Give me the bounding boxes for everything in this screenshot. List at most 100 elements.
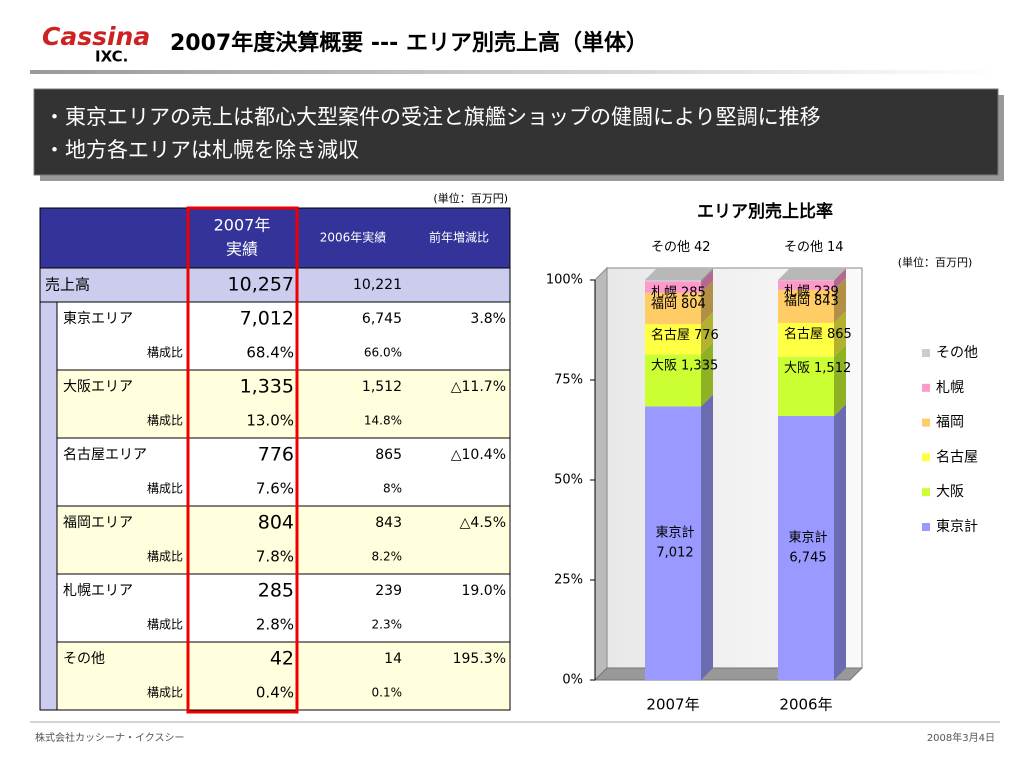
cell-2006: 843 (375, 515, 402, 531)
area-group (56, 641, 511, 711)
logo-sub: IXC. (95, 48, 128, 66)
cell-2007: 68.4% (246, 344, 294, 362)
row-label: 札幌エリア (63, 583, 133, 599)
legend-label: その他 (936, 345, 978, 361)
area-group (56, 573, 511, 643)
data-label: 大阪 1,335 (651, 358, 718, 373)
cell-2007: 10,257 (228, 274, 294, 296)
row-label: 構成比 (147, 686, 183, 700)
bar-side (834, 403, 846, 680)
cell-2007: 13.0% (246, 412, 294, 430)
bar-side (834, 344, 846, 416)
data-label: その他 42 (651, 240, 711, 255)
data-label-value: 1,335 (681, 358, 718, 373)
bar-segment (778, 356, 834, 416)
row-label: 構成比 (147, 346, 183, 360)
bar-segment (778, 280, 834, 290)
bar-segment (778, 415, 834, 680)
bar-side (701, 342, 713, 407)
bar-segment (778, 289, 834, 323)
bar-top (778, 268, 846, 280)
column-header: 前年増減比 (429, 230, 489, 245)
bar-side (834, 277, 846, 323)
row-label: 構成比 (147, 482, 183, 496)
y-tick-label: 25% (554, 573, 583, 588)
legend-label: 札幌 (936, 380, 964, 396)
cell-2007: 285 (258, 580, 294, 602)
bar-side (834, 268, 846, 290)
row-label: 売上高 (45, 276, 90, 294)
cell-2006: 8% (383, 482, 402, 496)
chart-unit: (単位：百万円) (898, 255, 973, 269)
column-header: 実績 (226, 240, 258, 259)
back-wall (594, 266, 608, 682)
cell-change: 3.8% (470, 311, 506, 327)
bar-side (834, 310, 846, 357)
data-label-name: 福岡 (651, 296, 677, 311)
column-header: 2007年 (214, 216, 271, 235)
data-label-value: 865 (827, 326, 852, 341)
data-label-value: 804 (681, 296, 706, 311)
legend-swatch (922, 453, 930, 462)
cell-2006: 2.3% (372, 618, 403, 632)
data-label: 7,012 (656, 546, 693, 561)
data-label: 6,745 (789, 550, 826, 565)
data-label-value: 14 (827, 240, 844, 255)
total-row (39, 267, 511, 303)
footer-date: 2008年3月4日 (927, 731, 995, 744)
logo: Cassina (42, 22, 150, 51)
cell-2007: 804 (258, 512, 294, 534)
row-label: 構成比 (147, 618, 183, 632)
bar-segment (645, 281, 701, 293)
data-label: 東京計 (788, 529, 827, 545)
data-label: 福岡 804 (651, 296, 706, 311)
data-label-name: その他 (784, 240, 823, 255)
chart-title: エリア別売上比率 (697, 201, 833, 222)
area-group (56, 301, 511, 371)
data-label-name: 大阪 (784, 360, 810, 375)
data-label-name: 福岡 (784, 293, 810, 308)
data-label-name: 名古屋 (784, 325, 823, 341)
data-label-value: 285 (681, 285, 706, 300)
legend-label: 福岡 (936, 415, 964, 431)
bar-segment (645, 406, 701, 680)
row-label: 福岡エリア (63, 515, 133, 531)
data-label: 札幌 239 (784, 283, 839, 299)
cell-2006: 6,745 (362, 311, 402, 327)
legend-label: 大阪 (936, 484, 964, 500)
cell-change: △4.5% (460, 515, 506, 531)
title-rule (30, 70, 1000, 74)
bar-side (834, 268, 846, 281)
bar-segment (645, 280, 701, 282)
bar-side (701, 312, 713, 355)
cell-2006: 10,221 (353, 277, 402, 293)
bar-side (701, 280, 713, 325)
cell-2007: 2.8% (256, 616, 294, 634)
cell-2006: 865 (375, 447, 402, 463)
area-group (56, 505, 511, 575)
cell-2006: 0.1% (372, 686, 403, 700)
row-label: その他 (63, 651, 105, 667)
row-label: 大阪エリア (63, 379, 133, 395)
data-label-name: その他 (651, 240, 690, 255)
bar-top (645, 268, 713, 280)
bullet: ・地方各エリアは札幌を除き減収 (44, 138, 359, 162)
cell-2007: 42 (270, 648, 294, 670)
cell-2007: 1,335 (240, 376, 294, 398)
data-label: 大阪 1,512 (784, 360, 851, 375)
y-tick-label: 0% (562, 673, 583, 688)
data-label: 名古屋 776 (651, 327, 719, 343)
legend-label: 東京計 (936, 519, 978, 535)
bar-segment (645, 354, 701, 407)
cell-2007: 776 (258, 444, 294, 466)
data-label-value: 42 (694, 240, 711, 255)
data-label-value: 776 (694, 328, 719, 343)
data-label-value: 1,512 (814, 360, 851, 375)
data-label-value: 239 (814, 284, 839, 299)
cell-2007: 7.8% (256, 548, 294, 566)
legend-swatch (922, 523, 930, 531)
cell-2007: 7.6% (256, 480, 294, 498)
bar-side (701, 269, 713, 293)
legend-swatch (922, 418, 930, 427)
